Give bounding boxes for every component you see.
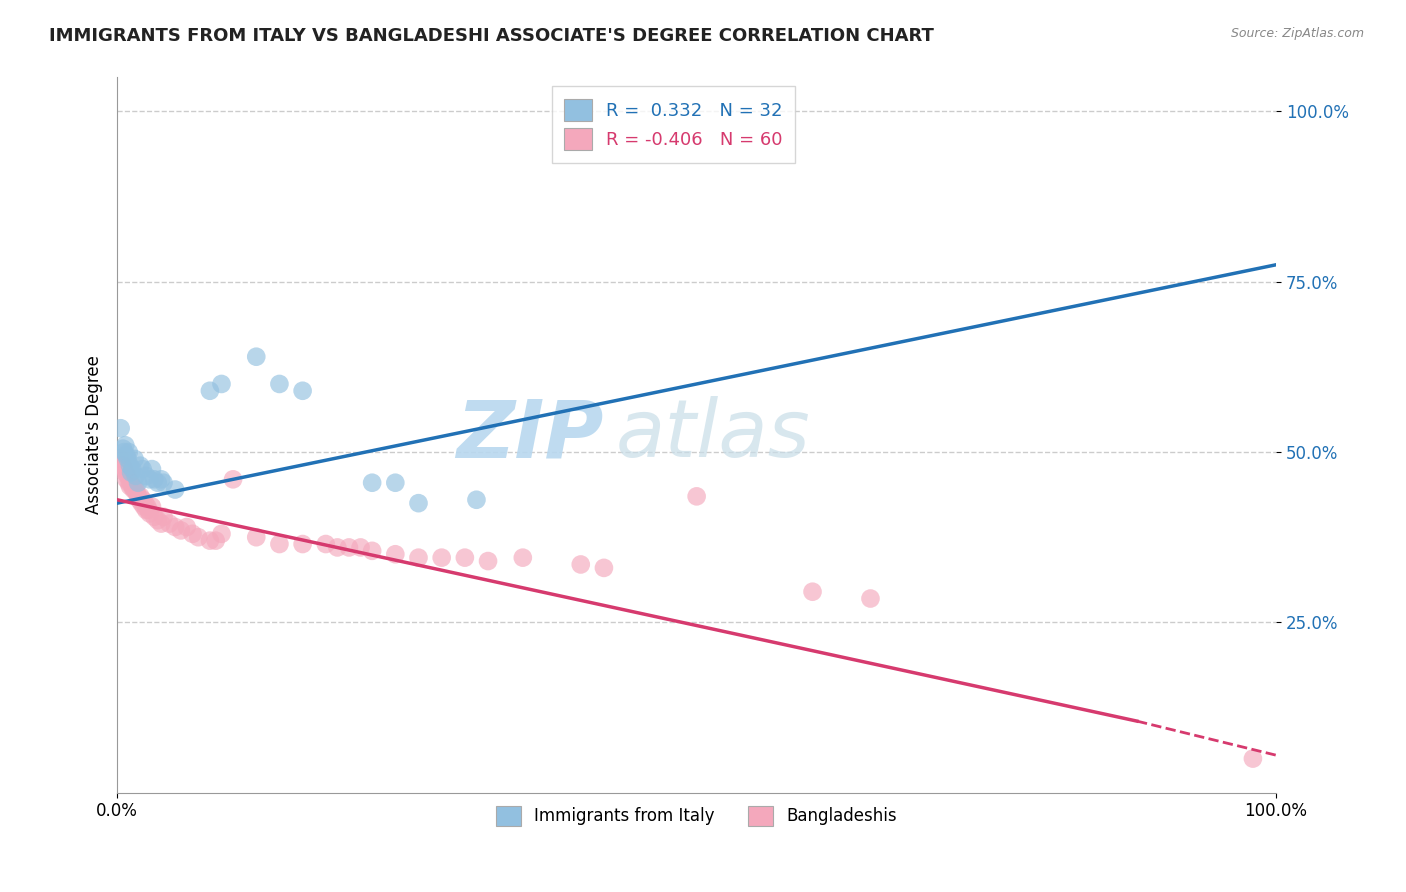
Point [112,462,135,476]
Point [127,475,149,490]
Point [512,550,534,565]
Point [118,475,141,490]
Point [222,472,245,486]
Point [152,509,174,524]
Point [136,500,159,514]
Point [115,449,138,463]
Point [152,475,174,490]
Point [124,451,146,466]
Point [211,376,233,391]
Point [465,492,488,507]
Point [125,483,148,497]
Point [477,554,499,568]
Point [118,445,141,459]
Point [245,350,267,364]
Point [146,475,169,490]
Point [187,530,209,544]
Point [114,438,136,452]
Point [124,483,146,497]
Point [198,384,221,398]
Point [138,507,160,521]
Point [1241,751,1264,765]
Point [291,384,314,398]
Point [114,466,136,480]
Point [176,520,198,534]
Point [110,421,132,435]
Point [138,503,160,517]
Point [110,451,132,466]
Point [150,472,173,486]
Point [131,462,153,476]
Point [384,475,406,490]
Point [361,544,384,558]
Point [125,469,148,483]
Point [141,500,163,514]
Point [245,530,267,544]
Text: Source: ZipAtlas.com: Source: ZipAtlas.com [1230,27,1364,40]
Point [120,475,142,490]
Point [118,479,141,493]
Point [129,489,152,503]
Point [125,486,148,500]
Legend: Immigrants from Italy, Bangladeshis: Immigrants from Italy, Bangladeshis [488,797,905,834]
Point [157,516,180,531]
Point [134,496,156,510]
Point [115,472,138,486]
Point [128,492,150,507]
Point [111,458,134,473]
Point [121,462,143,476]
Point [117,469,139,483]
Point [269,537,291,551]
Point [135,503,157,517]
Point [408,550,430,565]
Point [361,475,384,490]
Point [141,462,163,476]
Point [138,472,160,486]
Point [269,376,291,391]
Point [198,533,221,548]
Point [211,526,233,541]
Point [165,483,187,497]
Point [127,489,149,503]
Point [170,524,193,538]
Y-axis label: Associate's Degree: Associate's Degree [86,356,103,515]
Point [143,472,166,486]
Point [181,526,204,541]
Point [135,469,157,483]
Point [121,479,143,493]
Point [117,451,139,466]
Point [129,458,152,473]
Point [118,458,141,473]
Point [131,496,153,510]
Point [132,500,155,514]
Point [569,558,592,572]
Point [111,442,134,456]
Point [326,541,349,555]
Point [593,561,616,575]
Point [291,537,314,551]
Point [859,591,882,606]
Point [111,458,134,473]
Point [349,541,371,555]
Point [801,584,824,599]
Text: IMMIGRANTS FROM ITALY VS BANGLADESHI ASSOCIATE'S DEGREE CORRELATION CHART: IMMIGRANTS FROM ITALY VS BANGLADESHI ASS… [49,27,934,45]
Point [337,541,360,555]
Point [408,496,430,510]
Point [315,537,337,551]
Point [120,466,142,480]
Point [204,533,226,548]
Point [112,445,135,459]
Point [430,550,453,565]
Point [122,483,145,497]
Point [685,489,707,503]
Point [454,550,477,565]
Point [150,516,173,531]
Point [143,509,166,524]
Text: atlas: atlas [616,396,810,474]
Point [165,520,187,534]
Point [384,547,406,561]
Point [146,513,169,527]
Point [131,492,153,507]
Text: ZIP: ZIP [457,396,605,474]
